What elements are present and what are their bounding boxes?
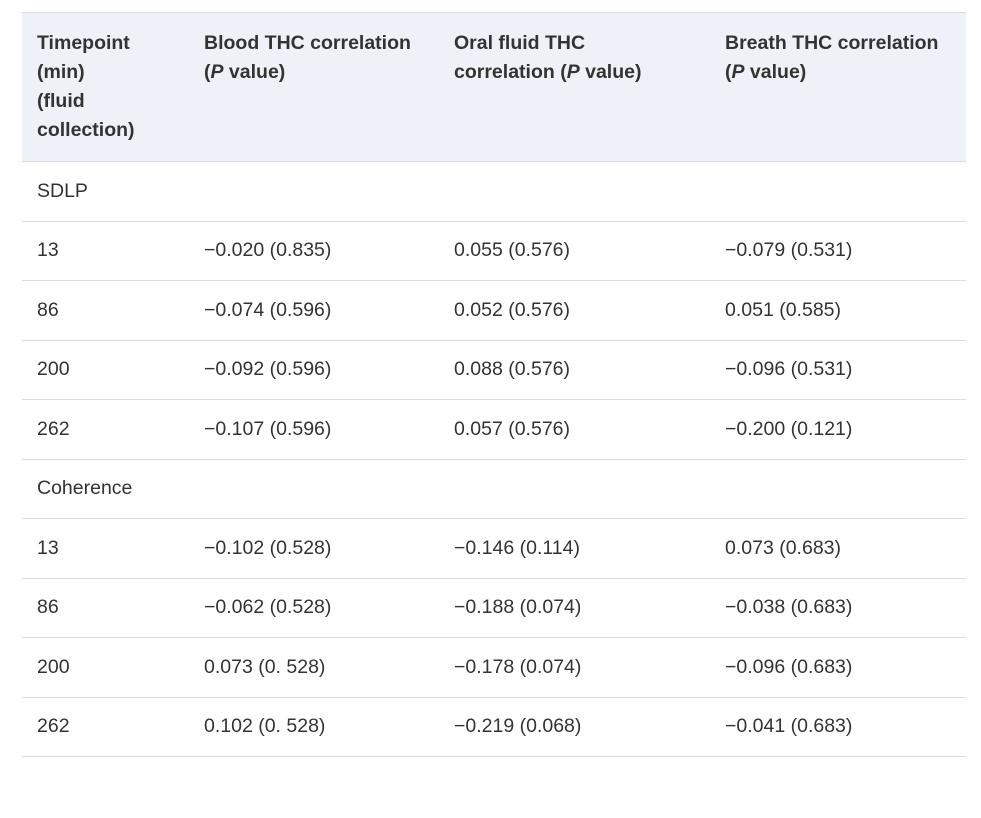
- header-oral: Oral fluid THC correlation (P value): [439, 13, 710, 162]
- cell-timepoint: 13: [37, 239, 59, 262]
- cell-blood: −0.102 (0.528): [204, 536, 332, 559]
- cell-breath: 0.073 (0.683): [725, 536, 842, 559]
- cell-blood: 0.102 (0. 528): [204, 715, 326, 738]
- cell-oral: −0.178 (0.074): [454, 655, 582, 678]
- table-row: 13 −0.020 (0.835) 0.055 (0.576) −0.079 (…: [22, 221, 966, 281]
- cell-blood: −0.062 (0.528): [204, 596, 332, 619]
- header-breath-value: value): [744, 61, 807, 83]
- cell-blood: 0.073 (0. 528): [204, 655, 326, 678]
- header-breath-line1: Breath THC correlation: [725, 32, 939, 54]
- table-row: 262 −0.107 (0.596) 0.057 (0.576) −0.200 …: [22, 400, 966, 459]
- cell-blood: −0.074 (0.596): [204, 298, 332, 321]
- cell-breath: 0.051 (0.585): [725, 298, 842, 321]
- table-body: SDLP 13 −0.020 (0.835) 0.055 (0.576) −0.…: [22, 162, 966, 757]
- header-oral-p: P: [566, 61, 580, 83]
- cell-timepoint: 200: [37, 358, 70, 381]
- cell-oral: 0.052 (0.576): [454, 298, 571, 321]
- header-oral-value: value): [579, 61, 642, 83]
- header-timepoint-line1: Timepoint: [37, 32, 130, 54]
- header-timepoint: Timepoint (min) (fluid collection): [22, 13, 189, 162]
- cell-breath: −0.041 (0.683): [725, 715, 853, 738]
- cell-oral: 0.055 (0.576): [454, 239, 571, 262]
- cell-timepoint: 86: [37, 596, 59, 619]
- section-row-sdlp: SDLP: [22, 162, 966, 221]
- table-row: 13 −0.102 (0.528) −0.146 (0.114) 0.073 (…: [22, 519, 966, 578]
- table-row: 200 −0.092 (0.596) 0.088 (0.576) −0.096 …: [22, 340, 966, 400]
- section-label: SDLP: [37, 179, 88, 202]
- cell-breath: −0.038 (0.683): [725, 596, 853, 619]
- cell-oral: −0.219 (0.068): [454, 715, 582, 738]
- cell-timepoint: 13: [37, 536, 59, 559]
- table-row: 200 0.073 (0. 528) −0.178 (0.074) −0.096…: [22, 638, 966, 697]
- correlation-table-container: Timepoint (min) (fluid collection) Blood…: [22, 12, 966, 757]
- cell-blood: −0.020 (0.835): [204, 239, 332, 262]
- header-oral-line1: Oral fluid THC: [454, 32, 586, 54]
- cell-oral: 0.057 (0.576): [454, 417, 571, 440]
- table-row: 86 −0.062 (0.528) −0.188 (0.074) −0.038 …: [22, 578, 966, 638]
- section-label: Coherence: [37, 477, 133, 500]
- table-row: 262 0.102 (0. 528) −0.219 (0.068) −0.041…: [22, 697, 966, 757]
- header-blood-value: value): [223, 61, 286, 83]
- cell-timepoint: 262: [37, 417, 70, 440]
- cell-blood: −0.092 (0.596): [204, 358, 332, 381]
- header-timepoint-line3: (fluid: [37, 90, 85, 112]
- cell-timepoint: 86: [37, 298, 59, 321]
- cell-blood: −0.107 (0.596): [204, 417, 332, 440]
- header-row: Timepoint (min) (fluid collection) Blood…: [22, 12, 966, 162]
- table-row: 86 −0.074 (0.596) 0.052 (0.576) 0.051 (0…: [22, 281, 966, 340]
- cell-oral: −0.146 (0.114): [454, 536, 580, 559]
- header-breath: Breath THC correlation (P value): [725, 32, 939, 83]
- cell-oral: 0.088 (0.576): [454, 358, 571, 381]
- header-timepoint-line4: collection): [37, 119, 135, 141]
- header-oral-line2: correlation (: [454, 61, 567, 83]
- cell-breath: −0.079 (0.531): [725, 239, 853, 262]
- cell-oral: −0.188 (0.074): [454, 596, 582, 619]
- cell-timepoint: 200: [37, 655, 70, 678]
- section-row-coherence: Coherence: [22, 459, 966, 519]
- header-timepoint-line2: (min): [37, 61, 85, 83]
- header-blood-line1: Blood THC correlation: [204, 32, 411, 54]
- cell-breath: −0.096 (0.531): [725, 358, 853, 381]
- table-header: Timepoint (min) (fluid collection) Blood…: [22, 12, 966, 162]
- header-breath-p: P: [731, 61, 745, 83]
- correlation-table: Timepoint (min) (fluid collection) Blood…: [22, 12, 966, 757]
- cell-breath: −0.200 (0.121): [725, 417, 853, 440]
- cell-timepoint: 262: [37, 715, 70, 738]
- header-blood-p: P: [210, 61, 224, 83]
- header-blood: Blood THC correlation (P value): [204, 32, 411, 83]
- cell-breath: −0.096 (0.683): [725, 655, 853, 678]
